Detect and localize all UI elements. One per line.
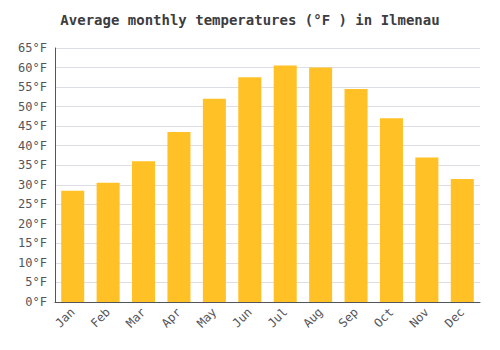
svg-text:35°F: 35°F xyxy=(18,158,47,172)
svg-text:40°F: 40°F xyxy=(18,139,47,153)
svg-text:Jul: Jul xyxy=(265,305,290,330)
svg-text:5°F: 5°F xyxy=(25,275,47,289)
svg-text:25°F: 25°F xyxy=(18,197,47,211)
svg-text:May: May xyxy=(194,305,219,330)
svg-text:Nov: Nov xyxy=(407,305,432,330)
svg-text:Sep: Sep xyxy=(336,305,361,330)
svg-text:65°F: 65°F xyxy=(18,41,47,55)
svg-text:Jun: Jun xyxy=(230,305,255,330)
svg-text:20°F: 20°F xyxy=(18,217,47,231)
svg-text:Mar: Mar xyxy=(123,305,148,330)
svg-text:Jan: Jan xyxy=(52,305,77,330)
svg-text:45°F: 45°F xyxy=(18,119,47,133)
svg-text:30°F: 30°F xyxy=(18,178,47,192)
svg-text:10°F: 10°F xyxy=(18,256,47,270)
svg-text:0°F: 0°F xyxy=(25,295,47,309)
svg-text:Aug: Aug xyxy=(300,305,325,330)
svg-text:60°F: 60°F xyxy=(18,61,47,75)
svg-text:50°F: 50°F xyxy=(18,100,47,114)
svg-text:Dec: Dec xyxy=(442,305,467,330)
svg-text:Oct: Oct xyxy=(371,305,396,330)
svg-text:Feb: Feb xyxy=(88,305,113,330)
svg-text:55°F: 55°F xyxy=(18,80,47,94)
svg-text:15°F: 15°F xyxy=(18,236,47,250)
svg-text:Apr: Apr xyxy=(159,305,184,330)
svg-text:Average monthly temperatures (: Average monthly temperatures (°F ) in Il… xyxy=(60,12,439,28)
